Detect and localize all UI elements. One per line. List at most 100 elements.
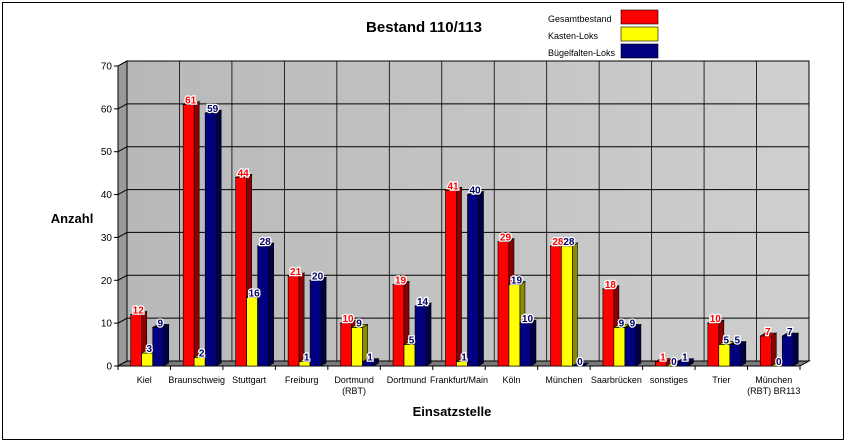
gridline [117,103,809,110]
data-label: 59 [207,104,219,115]
bar-front [257,245,269,367]
y-tick-label: 20 [101,276,113,287]
y-tick-label: 0 [106,362,112,373]
y-tick-label: 50 [101,147,113,158]
data-label: 20 [312,271,324,282]
bar-front [759,335,772,367]
bar-top [339,319,358,324]
bar-top [309,276,328,281]
bar-top [466,191,485,195]
bar [676,358,695,367]
grid-lines [117,60,809,367]
data-label: 29 [500,233,512,244]
plot-walls [116,60,811,367]
bar-front [340,322,352,367]
data-label: 9 [157,318,163,329]
bar-top [204,109,223,114]
data-label: 18 [605,280,617,291]
y-tick-label: 10 [101,319,113,330]
y-axis-label: Anzahl [51,211,94,226]
data-label: 0 [776,357,782,368]
bar-side [320,276,327,367]
category-label: Dortmund [334,375,374,385]
bar-side [215,109,222,367]
data-label: 44 [238,168,250,179]
bar-side [530,319,537,367]
bar-top [518,319,538,324]
y-tick-label: 70 [101,62,113,73]
bar-top [151,324,170,328]
data-label: 9 [630,318,636,329]
data-label: 1 [660,353,666,364]
bar-top [444,186,463,191]
bar-front [414,305,427,367]
bar [781,332,800,367]
category-label: Saarbrücken [591,375,642,385]
bar-front [602,288,615,367]
data-label: 5 [409,336,415,347]
bar-front [309,279,322,367]
category-label: Stuttgart [232,375,267,385]
gridline [117,146,809,153]
bar [182,101,201,367]
bar [204,109,223,367]
bar-top [507,281,527,285]
bar [759,332,778,367]
data-label: 12 [133,306,145,317]
bar-front [130,314,143,367]
bar [413,302,433,367]
data-label: 28 [563,237,575,248]
bar-top [623,324,642,328]
bar-side [792,332,799,367]
category-label: Dortmund [387,375,427,385]
bar-top [728,341,747,345]
y-tick-label: 60 [101,104,113,115]
data-label: 1 [367,353,373,364]
bar-front [182,104,195,367]
bar-front [624,327,637,367]
bar-top [234,174,253,178]
bar-top [560,242,579,247]
legend-label: Gesamtbestand [548,14,612,24]
data-label: 19 [395,276,407,287]
legend-label: Kasten-Loks [548,31,599,41]
y-tick-label: 40 [101,190,113,201]
bar [623,323,642,367]
legend-label: Bügelfalten-Loks [548,48,616,58]
bar-side [193,101,200,367]
bar [466,191,485,367]
bar [571,362,590,367]
bar-top [781,332,800,337]
data-label: 7 [765,327,771,338]
bar-front [445,189,457,367]
bar-front [550,245,562,367]
bar-front [246,297,258,367]
bar [350,323,369,367]
bar-front [561,245,573,367]
data-label: 41 [447,181,459,192]
bar-top [759,332,778,337]
data-label: 5 [735,336,741,347]
data-label: 7 [787,327,793,338]
bar [287,272,306,367]
data-label: 21 [290,267,302,278]
bar-front [497,241,510,367]
bar [256,242,275,367]
x-ticks: Kiel Braunschweig Stuttgart Freiburg Dortmun… [137,375,801,396]
category-label: Köln [502,375,520,385]
bar-side [572,242,578,367]
bar-top [129,311,148,315]
data-label: 5 [724,336,730,347]
bar-top [391,281,411,285]
gridline [117,274,809,281]
bar-top [361,358,380,363]
bar-top [496,238,516,243]
data-label: 28 [260,237,272,248]
category-label: Braunschweig [168,375,225,385]
legend-swatch [620,43,659,59]
category-label: (RBT) BR113 [747,386,800,396]
gridline [117,360,809,367]
data-label: 2 [199,348,205,359]
bar-front [235,177,247,367]
